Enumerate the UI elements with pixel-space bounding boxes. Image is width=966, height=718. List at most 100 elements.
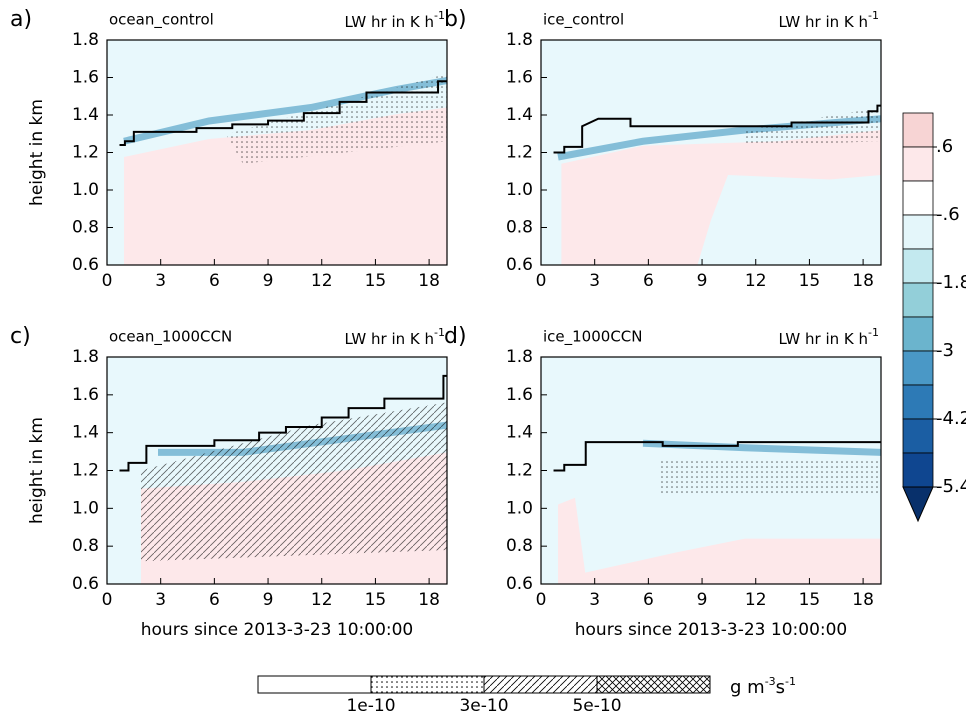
y-tick-label: 0.6 [72, 574, 99, 594]
cloud-top-line [553, 441, 881, 472]
y-tick-label: 1.2 [506, 143, 533, 163]
superscript: -1 [868, 326, 879, 339]
panel: 0 3 6 9 12 15 18 0.6 0.8 1.0 1.2 1.4 1.6 1.8 b) ice_con… [444, 7, 882, 291]
colorbar-box [902, 248, 934, 284]
colorbar-box [902, 282, 934, 318]
panel-title: ocean_control [109, 11, 214, 30]
x-tick-label: 6 [643, 271, 654, 291]
y-tick-label: 1.8 [72, 347, 99, 367]
colorbar-box [902, 384, 934, 420]
x-tick-label: 9 [263, 271, 274, 291]
x-tick-label: 0 [536, 271, 547, 291]
colorbar-box [902, 112, 934, 148]
y-tick-label: 1.4 [72, 423, 99, 443]
hatch-label: 5e-10 [572, 696, 621, 716]
x-tick-label: 15 [799, 271, 821, 291]
x-tick-label: 18 [418, 590, 440, 610]
x-tick-label: 15 [365, 590, 387, 610]
y-axis-label: height in km [27, 417, 47, 524]
y-axis-label: height in km [27, 99, 47, 206]
hatch-box [257, 675, 372, 694]
x-tick-label: 6 [209, 271, 220, 291]
x-tick-label: 12 [311, 271, 333, 291]
x-tick-label: 18 [852, 271, 874, 291]
annotation: LW hr in K h-1 [778, 9, 879, 31]
text-part: LW hr in K h [344, 330, 434, 348]
hatching [745, 107, 881, 146]
annotation: LW hr in K h-1 [344, 326, 445, 348]
x-tick-label: 12 [311, 590, 333, 610]
x-axis-label: hours since 2013-3-23 10:00:00 [575, 620, 848, 640]
cloud-top-line [119, 374, 447, 472]
y-tick-label: 1.8 [506, 347, 533, 367]
text-part: LW hr in K h [778, 330, 868, 348]
x-axis-label: hours since 2013-3-23 10:00:00 [141, 620, 414, 640]
x-tick-label: 3 [155, 271, 166, 291]
y-tick-label: 1.4 [506, 423, 533, 443]
panel-title: ice_1000CCN [543, 328, 643, 347]
superscript: -1 [434, 9, 445, 22]
y-tick-label: 0.6 [506, 574, 533, 594]
cloud-top-line [553, 104, 881, 154]
x-tick-label: 9 [697, 271, 708, 291]
hatching [660, 459, 881, 494]
colorbar-label: -1.8 [936, 272, 966, 293]
hatching [141, 402, 447, 562]
panel-label: c) [10, 324, 31, 349]
x-tick-label: 3 [589, 590, 600, 610]
colorbar-label: -4.2 [936, 408, 966, 429]
x-tick-label: 18 [852, 590, 874, 610]
y-tick-label: 1.8 [506, 30, 533, 50]
y-tick-label: 1.2 [506, 461, 533, 481]
y-tick-label: 1.0 [506, 498, 533, 518]
text-part: LW hr in K h [778, 13, 868, 31]
colorbar-box [902, 180, 934, 216]
superscript: -1 [868, 9, 879, 22]
x-tick-label: 18 [418, 271, 440, 291]
x-tick-label: 9 [263, 590, 274, 610]
panel: 0 3 6 9 12 15 18 0.6 0.8 1.0 1.2 1.4 1.6 1.8 c) ocean_1… [10, 324, 448, 640]
panel: 0 3 6 9 12 15 18 0.6 0.8 1.0 1.2 1.4 1.6 1.8 a) ocean_c… [10, 7, 448, 291]
x-tick-label: 0 [102, 590, 113, 610]
y-tick-label: 1.2 [72, 143, 99, 163]
y-tick-label: 1.0 [72, 180, 99, 200]
y-tick-label: 0.8 [506, 536, 533, 556]
colorbar-box [902, 418, 934, 454]
x-tick-label: 15 [799, 590, 821, 610]
annotation: LW hr in K h-1 [778, 326, 879, 348]
panel-title: ocean_1000CCN [109, 328, 232, 347]
hatching [226, 73, 447, 164]
hatch-box [370, 675, 485, 694]
colorbar-box [902, 350, 934, 386]
colorbar-box [902, 214, 934, 250]
field-cooling [642, 439, 882, 456]
y-tick-label: 1.0 [72, 498, 99, 518]
hatch-box [483, 675, 598, 694]
text-part: g m [730, 677, 765, 698]
x-tick-label: 3 [155, 590, 166, 610]
hatch-box [596, 675, 711, 694]
y-tick-label: 1.0 [506, 180, 533, 200]
text-part: LW hr in K h [344, 13, 434, 31]
panel-label: d) [444, 324, 467, 349]
colorbar-label: .6 [936, 136, 953, 157]
x-tick-label: 0 [102, 271, 113, 291]
hatch-label: 3e-10 [459, 696, 508, 716]
y-tick-label: 1.4 [72, 105, 99, 125]
panel-label: b) [444, 7, 467, 32]
text-part: s [776, 677, 785, 698]
colorbar-label: -5.4 [936, 476, 966, 497]
y-tick-label: 0.8 [506, 218, 533, 238]
y-tick-label: 1.6 [506, 68, 533, 88]
colorbar-box [902, 316, 934, 352]
panel-title: ice_control [543, 11, 624, 30]
panel-label: a) [10, 7, 32, 32]
y-tick-label: 0.6 [72, 255, 99, 275]
y-tick-label: 1.6 [72, 385, 99, 405]
cloud-top-line [119, 80, 447, 146]
y-tick-label: 0.8 [72, 218, 99, 238]
y-tick-label: 1.6 [72, 68, 99, 88]
x-tick-label: 6 [209, 590, 220, 610]
y-tick-label: 0.6 [506, 255, 533, 275]
